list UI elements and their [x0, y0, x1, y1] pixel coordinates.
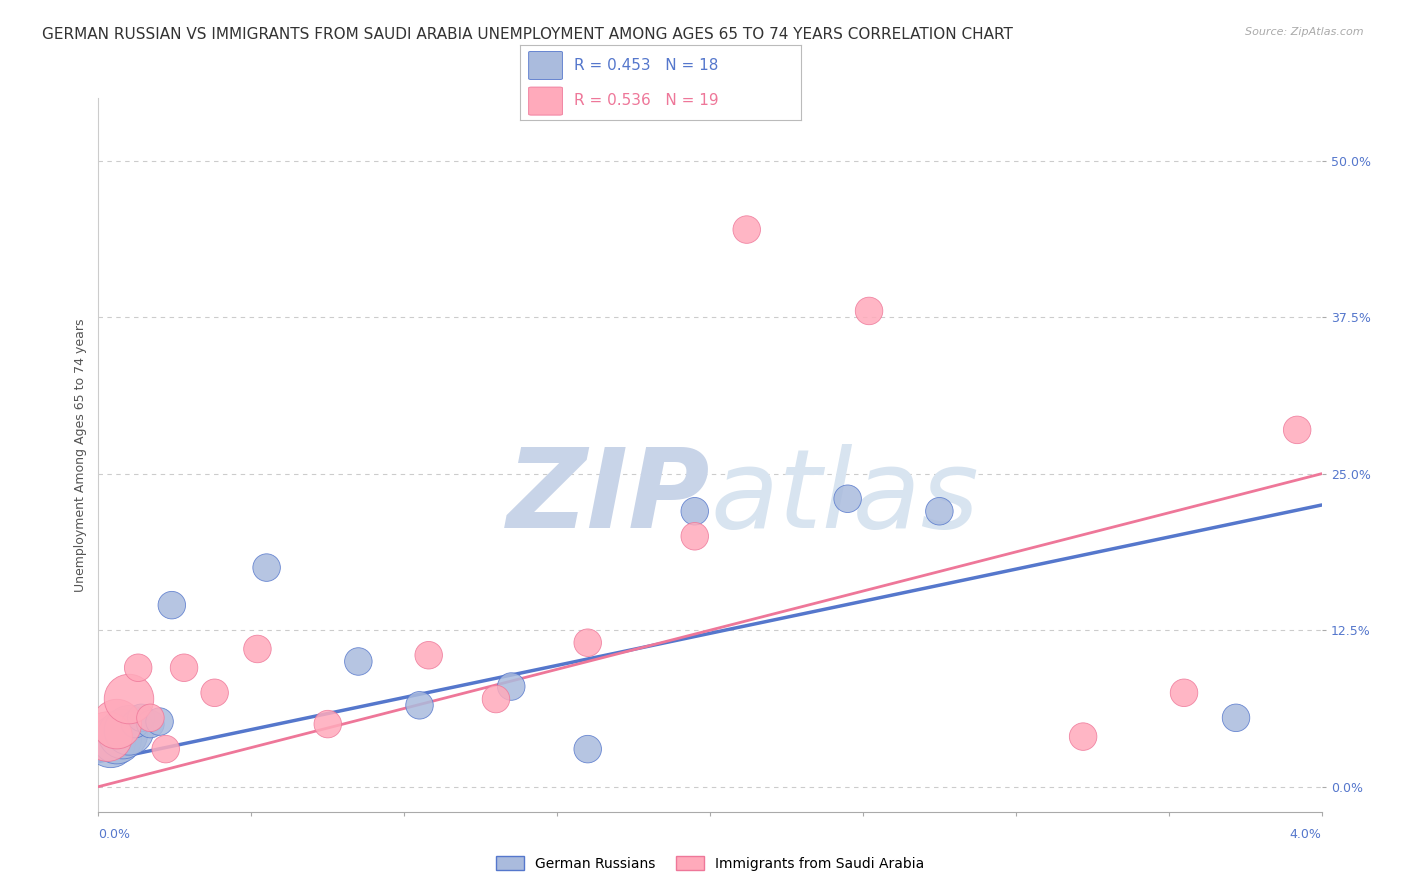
Ellipse shape [86, 718, 135, 768]
Ellipse shape [681, 523, 709, 550]
Ellipse shape [498, 673, 524, 700]
Ellipse shape [83, 712, 132, 762]
Ellipse shape [91, 699, 142, 749]
Text: R = 0.536   N = 19: R = 0.536 N = 19 [574, 93, 718, 108]
Text: Source: ZipAtlas.com: Source: ZipAtlas.com [1246, 27, 1364, 37]
Ellipse shape [834, 485, 862, 513]
Ellipse shape [136, 710, 165, 738]
Ellipse shape [344, 648, 373, 675]
Text: atlas: atlas [710, 444, 979, 551]
Ellipse shape [1070, 723, 1097, 750]
Ellipse shape [574, 735, 602, 763]
Legend: German Russians, Immigrants from Saudi Arabia: German Russians, Immigrants from Saudi A… [491, 850, 929, 876]
Ellipse shape [855, 297, 883, 325]
Ellipse shape [925, 498, 953, 525]
Ellipse shape [98, 709, 148, 759]
Ellipse shape [314, 710, 342, 738]
Ellipse shape [201, 679, 228, 706]
Y-axis label: Unemployment Among Ages 65 to 74 years: Unemployment Among Ages 65 to 74 years [75, 318, 87, 591]
Text: R = 0.453   N = 18: R = 0.453 N = 18 [574, 58, 718, 72]
Ellipse shape [1170, 679, 1198, 706]
Ellipse shape [104, 674, 153, 723]
Ellipse shape [406, 691, 433, 719]
Ellipse shape [415, 641, 443, 669]
Ellipse shape [253, 554, 280, 582]
Ellipse shape [136, 704, 165, 731]
Text: 4.0%: 4.0% [1289, 828, 1322, 840]
Text: ZIP: ZIP [506, 444, 710, 551]
Ellipse shape [574, 629, 602, 657]
FancyBboxPatch shape [529, 52, 562, 79]
Ellipse shape [157, 591, 186, 619]
Text: GERMAN RUSSIAN VS IMMIGRANTS FROM SAUDI ARABIA UNEMPLOYMENT AMONG AGES 65 TO 74 : GERMAN RUSSIAN VS IMMIGRANTS FROM SAUDI … [42, 27, 1014, 42]
Ellipse shape [681, 498, 709, 525]
Ellipse shape [146, 708, 173, 735]
Ellipse shape [1222, 704, 1250, 731]
Text: 0.0%: 0.0% [98, 828, 131, 840]
Ellipse shape [121, 710, 149, 738]
Ellipse shape [170, 654, 198, 681]
Ellipse shape [91, 714, 142, 764]
FancyBboxPatch shape [529, 87, 562, 115]
Ellipse shape [104, 706, 153, 756]
Ellipse shape [1284, 416, 1310, 443]
Ellipse shape [124, 654, 152, 681]
Ellipse shape [128, 704, 155, 731]
Ellipse shape [152, 735, 180, 763]
Ellipse shape [733, 216, 761, 244]
Ellipse shape [482, 685, 510, 713]
Ellipse shape [243, 635, 271, 663]
